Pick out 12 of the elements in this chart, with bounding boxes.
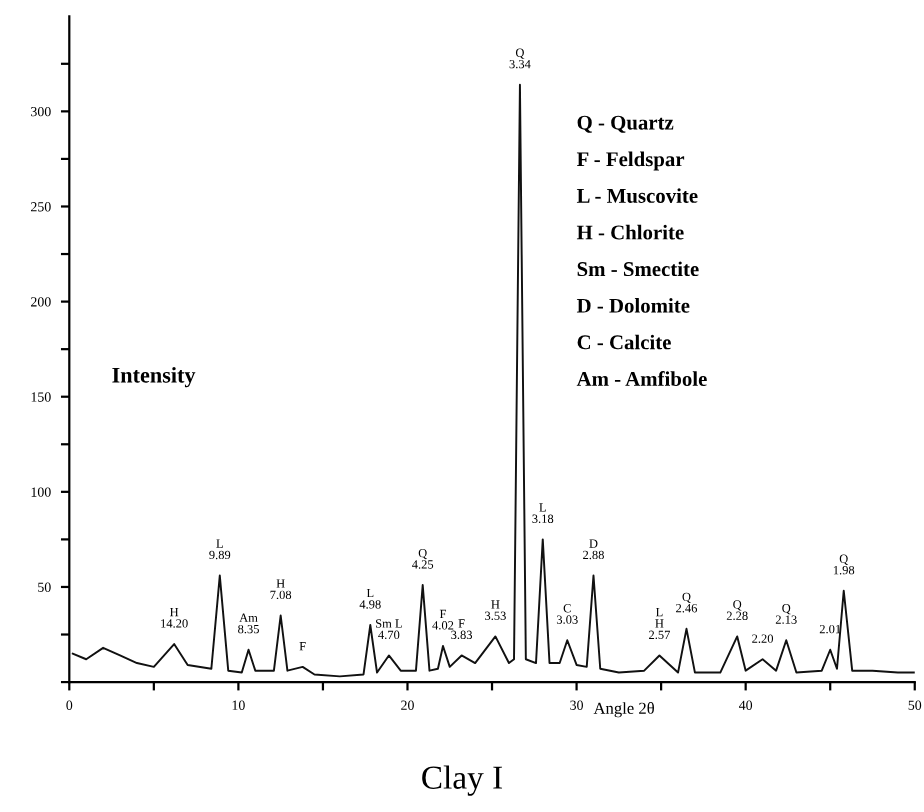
text: Clay I: [422, 765, 503, 796]
annotation: H - Chlorite: [576, 224, 684, 240]
annotation: Am - Amfibole: [576, 371, 707, 386]
annotation: L - Muscovite: [576, 188, 698, 203]
annotation: D - Dolomite: [576, 298, 690, 313]
x-axis-title: Angle 2θ: [593, 702, 654, 718]
line-series: [71, 83, 915, 678]
y-axis-title: Intensity: [112, 367, 196, 388]
annotation: Q - Quartz: [577, 115, 674, 133]
annotation: C - Calcite: [577, 334, 671, 350]
annotation: F - Feldspar: [576, 151, 685, 171]
annotation: Sm - Smectite: [577, 261, 699, 277]
